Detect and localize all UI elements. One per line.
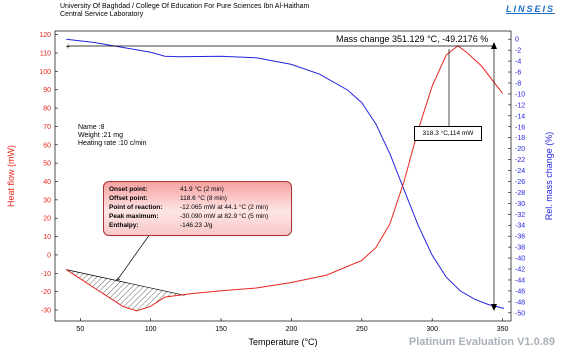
y2-tick-label: -14: [515, 113, 525, 120]
y-tick-label: 80: [43, 106, 51, 113]
y-tick-label: 100: [39, 69, 51, 76]
y2-tick-label: -30: [515, 201, 525, 208]
y2-tick-label: -28: [515, 190, 525, 197]
y-tick-label: 50: [43, 161, 51, 168]
lab-title-line2: Central Service Laboratory: [60, 11, 144, 18]
row-key: Peak maximum:: [109, 213, 159, 220]
y2-tick-label: -42: [515, 267, 525, 274]
integration-baseline: [66, 269, 185, 296]
sample-name: Name :8: [78, 124, 105, 131]
y2-tick-label: -50: [515, 310, 525, 317]
y2-tick-label: -26: [515, 179, 525, 186]
y2-tick-label: -4: [515, 59, 521, 66]
arrow-up-icon: [491, 42, 497, 49]
y2-tick-label: -34: [515, 223, 525, 230]
left-axis: -30 -20 -10 0 10 20 30 40 50 60 70 80 90 100 110 120: [39, 32, 58, 314]
heating-rate: Heating rate :10 c/min: [78, 140, 147, 147]
software-watermark: Platinum Evaluation V1.0.89: [408, 336, 555, 348]
y-tick-label: 10: [43, 234, 51, 241]
x-axis-label: Temperature (°C): [248, 337, 317, 347]
y-axis-label: Heat flow (mW): [6, 145, 16, 207]
x-tick-label: 250: [356, 326, 368, 333]
y2-tick-label: -8: [515, 80, 521, 87]
y2-tick-label: -46: [515, 288, 525, 295]
x-tick-label: 350: [497, 326, 509, 333]
reaction-point-marker-icon: +: [116, 275, 121, 284]
evaluation-result-box: Onset point: 41.9 °C (2 min) Offset point…: [103, 181, 292, 236]
y-tick-label: 60: [43, 142, 51, 149]
row-key: Offset point:: [109, 195, 148, 202]
y2-tick-label: -12: [515, 102, 525, 109]
x-axis: 50 100 150 200 250 300 350: [76, 318, 508, 333]
y2-tick-label: -32: [515, 212, 525, 219]
y-tick-label: -20: [41, 289, 51, 296]
y2-tick-label: 0: [515, 37, 519, 44]
y-tick-label: 0: [47, 252, 51, 259]
y2-tick-label: -48: [515, 299, 525, 306]
cross-marker-icon: +: [492, 303, 497, 312]
row-value: -146.23 J/g: [180, 222, 213, 229]
x-tick-label: 50: [76, 326, 84, 333]
y2-tick-label: -24: [515, 168, 525, 175]
y2-tick-label: -36: [515, 234, 525, 241]
y-tick-label: -10: [41, 271, 51, 278]
y2-axis-label: Rel. mass change (%): [544, 132, 554, 221]
arrow-down-icon: [491, 304, 497, 311]
peak-annotation-box: 318.3 °C,114 mW: [414, 126, 482, 141]
y-tick-label: 90: [43, 87, 51, 94]
y-tick-label: 40: [43, 179, 51, 186]
y2-tick-label: -22: [515, 157, 525, 164]
enthalpy-area: [66, 269, 185, 311]
y2-tick-label: -44: [515, 277, 525, 284]
mass-change-annotation: Mass change 351.129 °C, -49.2176 %: [336, 34, 489, 44]
x-tick-label: 100: [145, 326, 157, 333]
lab-title-line1: University Of Baghdad / College Of Educa…: [60, 3, 310, 10]
row-value: -30.090 mW at 82.9 °C (5 min): [180, 213, 269, 220]
y-tick-label: 110: [40, 51, 51, 58]
heat-flow-series: [66, 45, 503, 312]
y-tick-label: -30: [41, 307, 51, 314]
y-tick-label: 20: [43, 216, 51, 223]
sample-weight: Weight :21 mg: [78, 132, 124, 139]
plot-frame: [54, 30, 512, 322]
y-tick-label: 120: [39, 32, 51, 39]
x-tick-label: 150: [215, 326, 227, 333]
x-tick-label: 200: [286, 326, 298, 333]
mass-change-series: [66, 38, 505, 309]
y2-tick-label: -38: [515, 245, 525, 252]
y-tick-label: 70: [43, 124, 51, 131]
row-value: -12.065 mW at 44.1 °C (2 min): [180, 204, 269, 211]
right-axis: 0 -2 -4 -6 -8 -10 -12 -14 -16 -18 -20 -22 -24 -26 -28 -…: [508, 37, 525, 317]
row-key: Onset point:: [109, 186, 148, 193]
y2-tick-label: -2: [515, 48, 521, 55]
linseis-logo: LINSEIS: [505, 4, 555, 14]
y2-tick-label: -18: [515, 135, 525, 142]
row-key: Point of reaction:: [109, 204, 163, 211]
y2-tick-label: -40: [515, 256, 525, 263]
y2-tick-label: -16: [515, 124, 525, 131]
cross-marker-icon: +: [66, 42, 71, 51]
row-value: 118.6 °C (8 min): [180, 195, 227, 202]
y-tick-label: 30: [43, 197, 51, 204]
event-pointer-line: [117, 233, 151, 280]
y2-tick-label: -20: [515, 146, 525, 153]
row-value: 41.9 °C (2 min): [180, 186, 224, 193]
x-tick-label: 300: [426, 326, 438, 333]
y2-tick-label: -6: [515, 70, 521, 77]
y2-tick-label: -10: [515, 91, 525, 98]
row-key: Enthalpy:: [109, 222, 139, 229]
